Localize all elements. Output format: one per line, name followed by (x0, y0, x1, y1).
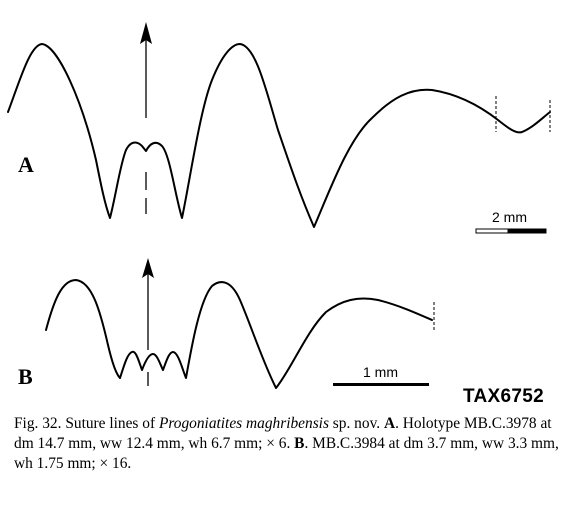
caption-text-2: sp. nov. (328, 415, 384, 432)
suture-figure: A B 2 mm 1 mm (7, 22, 551, 389)
caption-text-4: . MB.C.3984 at dm 3.7 mm, ww 3.3 mm, wh … (14, 435, 559, 472)
scale-label-a: 2 mm (492, 209, 527, 225)
suture-drawing (7, 22, 551, 389)
caption-text-1: Suture lines of (61, 415, 159, 432)
scale-bar-b (333, 383, 429, 386)
scale-label-b: 1 mm (363, 364, 398, 380)
caption-text-3: . Holotype MB.C.3978 at dm 14.7 mm, ww 1… (14, 415, 552, 452)
axis-arrow-a (140, 22, 152, 44)
caption-label-b: B (294, 435, 305, 452)
axis-arrow-b (142, 258, 154, 278)
figure-caption: Fig. 32. Suture lines of Progoniatites m… (14, 414, 562, 474)
scale-bar-a-filled (507, 228, 547, 234)
caption-species: Progoniatites maghribensis (158, 415, 329, 432)
caption-fig-number: Fig. 32. (14, 415, 62, 432)
suture-line-b (45, 279, 433, 389)
caption-label-a: A (383, 415, 396, 432)
tax-watermark: TAX6752 (463, 386, 544, 407)
panel-label-a: A (18, 152, 34, 177)
suture-line-a (7, 43, 551, 228)
panel-label-b: B (18, 364, 33, 389)
scale-bar-a-open (475, 228, 509, 234)
